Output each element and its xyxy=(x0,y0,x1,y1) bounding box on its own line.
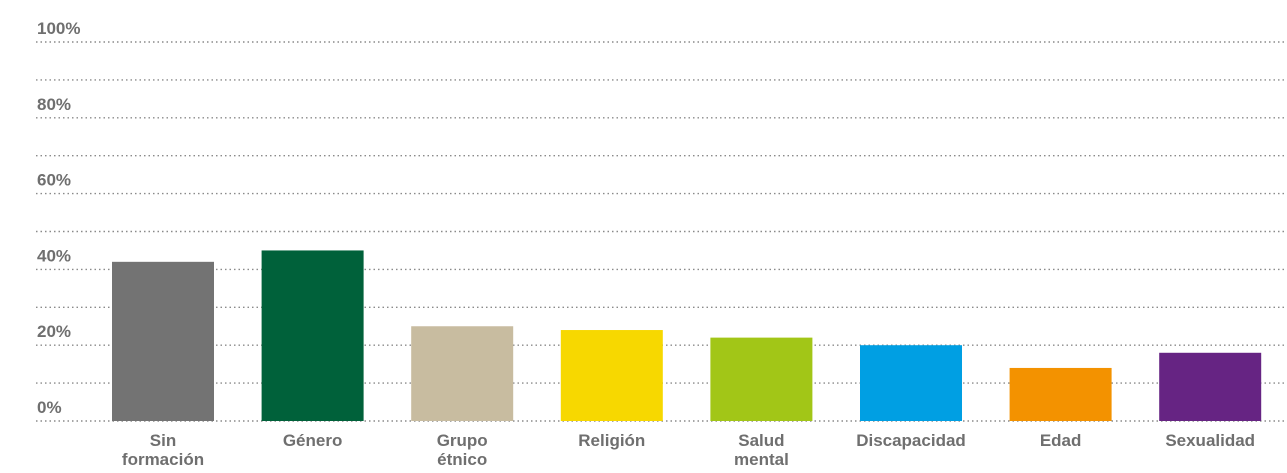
category-label: Género xyxy=(283,431,343,450)
category-label: Grupo étnico xyxy=(437,431,488,469)
y-tick-label: 20% xyxy=(37,322,71,341)
category-labels: Sin formación Género Grupo étnico Religión Sal… xyxy=(122,431,1255,469)
y-tick-label: 40% xyxy=(37,246,71,265)
category-label: Edad xyxy=(1040,431,1082,450)
category-label: Sin formación xyxy=(122,431,204,469)
y-tick-label: 80% xyxy=(37,95,71,114)
y-tick-label: 100% xyxy=(37,19,80,38)
bar xyxy=(710,337,813,421)
bar xyxy=(1009,367,1112,421)
bars xyxy=(112,250,1262,421)
category-label: Discapacidad xyxy=(856,431,966,450)
bar xyxy=(1159,352,1262,421)
bar xyxy=(560,330,663,421)
bar xyxy=(411,326,514,421)
y-tick-label: 60% xyxy=(37,171,71,190)
y-axis-ticks: 0% 20% 40% 60% 80% 100% xyxy=(37,19,80,417)
category-label: Sexualidad xyxy=(1165,431,1255,450)
category-label: Salud mental xyxy=(734,431,789,469)
y-tick-label: 0% xyxy=(37,398,62,417)
bar xyxy=(860,345,962,421)
bar xyxy=(112,261,214,421)
bar xyxy=(261,250,364,421)
category-label: Religión xyxy=(578,431,645,450)
